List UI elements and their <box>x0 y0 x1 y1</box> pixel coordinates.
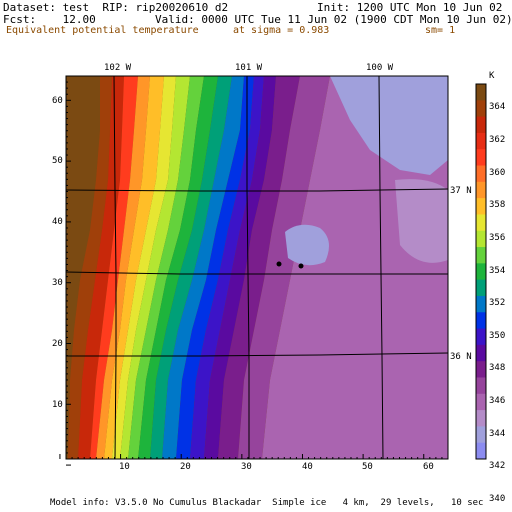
theta-e-band <box>128 76 204 459</box>
colorbar-label: 358 <box>489 200 506 211</box>
colorbar-label: 350 <box>489 330 506 341</box>
model-info: Model info: V3.5.0 No Cumulus Blackadar … <box>50 498 484 508</box>
boundary-line <box>66 271 448 275</box>
colorbar-frame <box>475 83 487 460</box>
colorbar-label: 348 <box>489 363 506 374</box>
warm-patch <box>395 179 448 263</box>
theta-e-band <box>204 76 276 459</box>
colorbar-swatch <box>476 263 486 281</box>
dataset-label: Dataset: test RIP: rip20020610 d2 <box>3 1 229 14</box>
colorbar-swatch <box>476 181 486 199</box>
vertical-level: at sigma = 0.983 <box>233 25 330 36</box>
theta-e-band <box>162 76 244 459</box>
boundary-line <box>66 188 448 192</box>
colorbar-swatch <box>476 165 486 183</box>
boundary-line <box>66 352 448 357</box>
theta-e-band <box>176 76 254 459</box>
lon-label-102w: 102 W <box>104 63 132 73</box>
colorbar-swatch <box>476 393 486 411</box>
valid-time-label: Valid: 0000 UTC Tue 11 Jun 02 (1900 CDT … <box>155 13 512 26</box>
theta-e-band <box>238 76 330 459</box>
colorbar-swatch <box>476 377 486 395</box>
colorbar-swatch <box>476 149 486 167</box>
theta-e-band <box>190 76 264 459</box>
field-name: Equivalent potential temperature <box>6 25 199 36</box>
colorbar-swatch <box>476 295 486 313</box>
colorbar-swatch <box>476 328 486 346</box>
lon-label-100w: 100 W <box>366 63 394 73</box>
colorbar-swatch <box>476 230 486 248</box>
colorbar-swatch <box>476 279 486 297</box>
colorbar-label: 352 <box>489 298 506 309</box>
station-marker <box>298 263 304 269</box>
theta-e-band <box>112 76 176 459</box>
x-tick-30: 30 <box>241 462 252 472</box>
y-tick-20: 20 <box>52 339 63 349</box>
warm-core <box>285 224 329 266</box>
lon-label-101w: 101 W <box>235 63 263 73</box>
colorbar-swatch <box>476 214 486 232</box>
smoothing-label: sm= 1 <box>425 25 456 36</box>
theta-e-band <box>104 76 164 459</box>
colorbar-label: 354 <box>489 265 506 276</box>
colorbar-swatch <box>476 100 486 118</box>
colorbar-unit: K <box>489 71 495 81</box>
theta-e-band <box>262 76 448 459</box>
colorbar-swatch <box>476 84 486 101</box>
theta-e-band <box>150 76 232 459</box>
colorbar-swatch <box>476 198 486 215</box>
x-tick-40: 40 <box>302 462 313 472</box>
colorbar-label: 360 <box>489 167 506 178</box>
x-tick-10: 10 <box>119 462 130 472</box>
warm-core <box>330 76 448 175</box>
colorbar-swatch <box>476 426 486 444</box>
y-tick-30: 30 <box>52 278 63 288</box>
theta-e-band <box>90 76 138 459</box>
forecast-hour-label: Fcst: 12.00 <box>3 13 96 26</box>
colorbar-swatch <box>476 116 486 134</box>
y-tick-50: 50 <box>52 156 63 166</box>
boundary-line <box>378 76 384 459</box>
lat-label-37n: 37 N <box>450 186 472 196</box>
colorbar-label: 346 <box>489 395 506 406</box>
colorbar-swatch <box>476 410 486 427</box>
y-tick-60: 60 <box>52 96 63 106</box>
x-tick-20: 20 <box>180 462 191 472</box>
colorbar-label: 342 <box>489 461 506 472</box>
station-marker <box>276 261 282 267</box>
theta-e-band <box>68 76 112 459</box>
theta-e-band <box>96 76 150 459</box>
init-label: Init: 1200 UTC Mon 10 Jun 02 <box>317 1 503 14</box>
colorbar-swatch <box>476 442 486 460</box>
colorbar-label: 340 <box>489 493 506 504</box>
boundary-line <box>246 76 250 459</box>
colorbar-swatch <box>476 344 486 362</box>
theta-e-band <box>218 76 300 459</box>
theta-e-band <box>120 76 190 459</box>
boundary-line <box>113 76 117 459</box>
colorbar-label: 356 <box>489 232 506 243</box>
x-tick-60: 60 <box>423 462 434 472</box>
theta-e-band <box>138 76 218 459</box>
colorbar-swatch <box>476 312 486 330</box>
lat-label-36n: 36 N <box>450 352 472 362</box>
theta-e-band <box>78 76 124 459</box>
colorbar-label: 364 <box>489 102 506 113</box>
colorbar-label: 362 <box>489 135 506 146</box>
theta-e-band <box>66 76 100 459</box>
plot-frame <box>65 75 449 460</box>
y-tick-10: 10 <box>52 400 63 410</box>
colorbar-label: 344 <box>489 428 506 439</box>
colorbar-swatch <box>476 247 486 264</box>
y-tick-40: 40 <box>52 217 63 227</box>
colorbar-swatch <box>476 361 486 378</box>
colorbar-swatch <box>476 132 486 150</box>
x-tick-50: 50 <box>362 462 373 472</box>
